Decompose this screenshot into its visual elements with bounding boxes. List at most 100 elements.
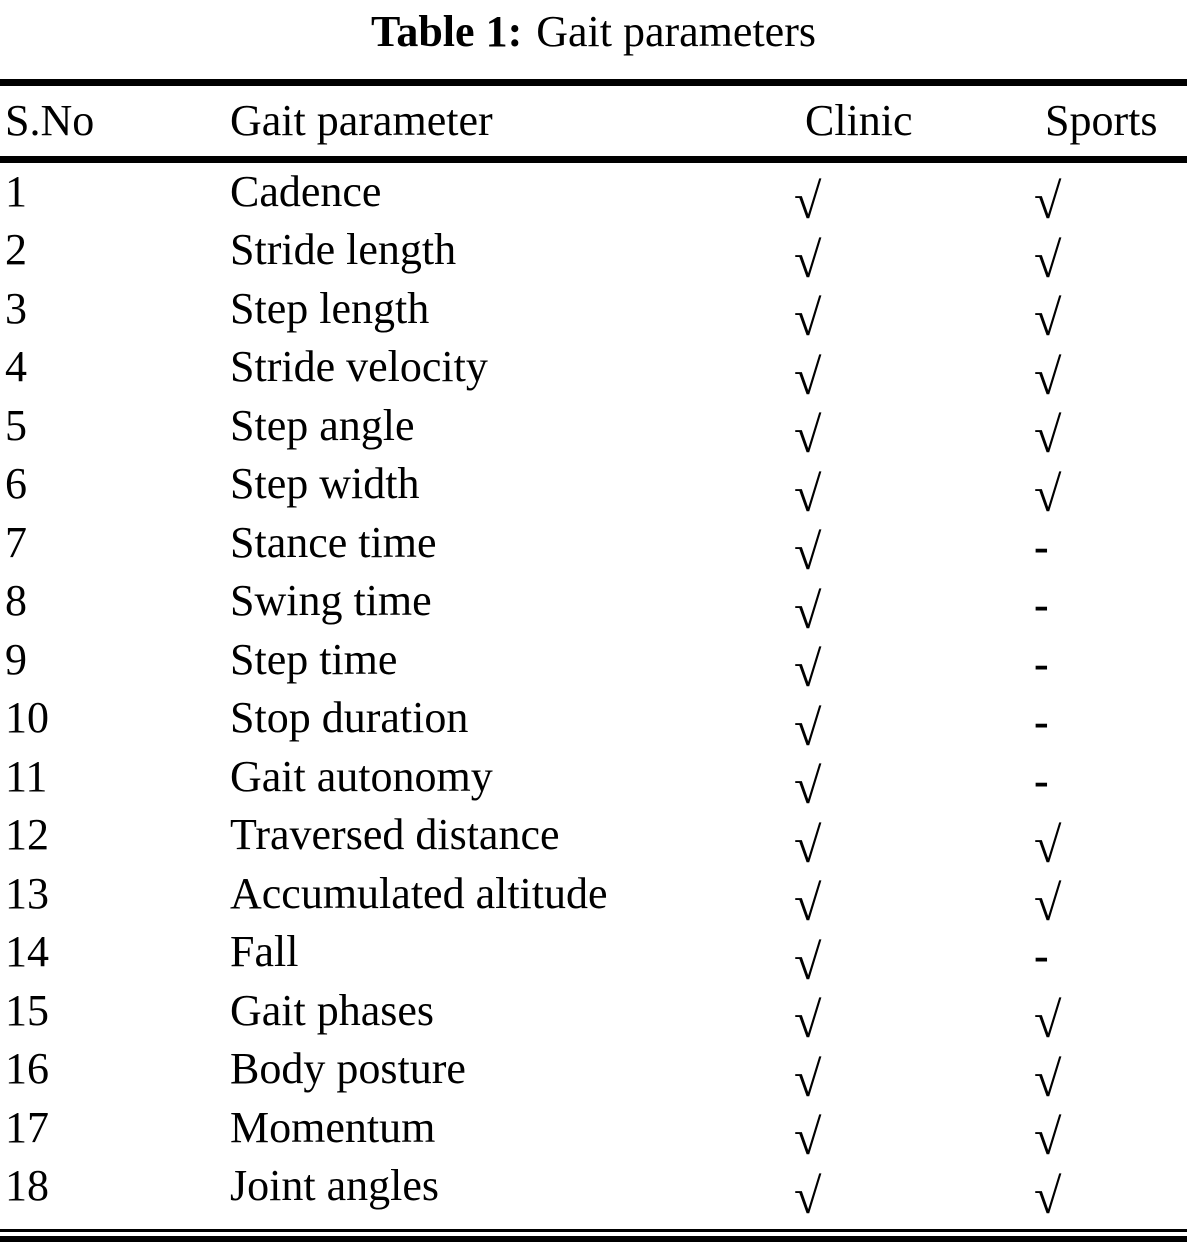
check-mark-icon: √ [794, 465, 822, 522]
sports-mark-cell: √ [1030, 283, 1187, 343]
parameter-cell: Gait phases [230, 985, 435, 1035]
table-top-rule [0, 78, 1187, 86]
column-header-sports: Sports [1045, 95, 1158, 145]
sports-mark-cell: √ [1030, 342, 1187, 402]
check-mark-icon: √ [794, 641, 822, 698]
sports-mark-cell: √ [1030, 985, 1187, 1045]
clinic-mark-cell: √ [790, 225, 1030, 285]
sports-mark-cell: √ [1030, 1044, 1187, 1104]
check-mark-icon: √ [794, 173, 822, 230]
table-row: 16 Body posture √ √ [0, 1040, 1187, 1104]
parameter-cell: Stride length [230, 225, 457, 275]
table-row: 1 Cadence √ √ [0, 163, 1187, 226]
check-mark-icon: √ [794, 1050, 822, 1107]
check-mark-icon: √ [1034, 465, 1062, 522]
table-row: 5 Step angle √ √ [0, 397, 1187, 460]
sports-mark-cell: √ [1030, 225, 1187, 285]
row-number-cell: 9 [5, 634, 27, 684]
check-mark-icon: √ [794, 875, 822, 932]
parameter-cell: Fall [230, 927, 299, 977]
row-number-cell: 13 [5, 868, 49, 918]
row-number-cell: 16 [5, 1044, 49, 1094]
parameter-cell: Stop duration [230, 693, 469, 743]
table-row: 10 Stop duration √ - [0, 689, 1187, 753]
clinic-mark-cell: √ [790, 342, 1030, 402]
sports-mark-cell: √ [1030, 810, 1187, 870]
check-mark-icon: √ [794, 758, 822, 815]
parameter-cell: Body posture [230, 1044, 466, 1094]
table-row: 8 Swing time √ - [0, 572, 1187, 636]
table-row: 15 Gait phases √ √ [0, 982, 1187, 1045]
row-number-cell: 10 [5, 693, 49, 743]
check-mark-icon: √ [1034, 816, 1062, 873]
table-row: 11 Gait autonomy √ - [0, 748, 1187, 811]
clinic-mark-cell: √ [790, 927, 1030, 987]
row-number-cell: 18 [5, 1161, 49, 1211]
row-number-cell: 7 [5, 517, 27, 567]
column-header-gait-parameter: Gait parameter [230, 95, 493, 145]
check-mark-icon: √ [794, 933, 822, 990]
check-mark-icon: √ [794, 992, 822, 1049]
sports-mark-cell: √ [1030, 1161, 1187, 1221]
row-number-cell: 15 [5, 985, 49, 1035]
table-row: 2 Stride length √ √ [0, 221, 1187, 285]
row-number-cell: 2 [5, 225, 27, 275]
table-caption-title: Gait parameters [536, 7, 816, 56]
row-number-cell: 3 [5, 283, 27, 333]
table-row: 4 Stride velocity √ √ [0, 338, 1187, 402]
clinic-mark-cell: √ [790, 517, 1030, 577]
sports-mark-cell: √ [1030, 166, 1187, 226]
table-bottom-rule-thin [0, 1228, 1187, 1232]
clinic-mark-cell: √ [790, 985, 1030, 1045]
check-mark-icon: √ [794, 290, 822, 347]
row-number-cell: 5 [5, 400, 27, 450]
sports-mark-cell: - [1030, 929, 1187, 981]
table-row: 13 Accumulated altitude √ √ [0, 865, 1187, 928]
check-mark-icon: √ [1034, 290, 1062, 347]
row-number-cell: 4 [5, 342, 27, 392]
column-header-clinic: Clinic [805, 95, 913, 145]
parameter-cell: Stance time [230, 517, 437, 567]
check-mark-icon: √ [1034, 173, 1062, 230]
parameter-cell: Swing time [230, 576, 432, 626]
row-number-cell: 8 [5, 576, 27, 626]
clinic-mark-cell: √ [790, 868, 1030, 928]
sports-mark-cell: - [1030, 637, 1187, 685]
check-mark-icon: √ [1034, 348, 1062, 405]
table-bottom-rule-thick [0, 1235, 1187, 1242]
sports-mark-cell: √ [1030, 1102, 1187, 1162]
check-mark-icon: √ [794, 699, 822, 756]
parameter-cell: Stride velocity [230, 342, 488, 392]
dash-mark: - [1034, 697, 1049, 747]
clinic-mark-cell: √ [790, 634, 1030, 694]
sports-mark-cell: - [1030, 695, 1187, 747]
table-row: 3 Step length √ √ [0, 280, 1187, 343]
row-number-cell: 6 [5, 459, 27, 509]
row-number-cell: 11 [5, 751, 48, 801]
sports-mark-cell: - [1030, 754, 1187, 805]
sports-mark-cell: - [1030, 578, 1187, 627]
sports-mark-cell: √ [1030, 459, 1187, 519]
parameter-cell: Gait autonomy [230, 751, 493, 801]
table-row: 14 Fall √ - [0, 923, 1187, 987]
clinic-mark-cell: √ [790, 166, 1030, 226]
clinic-mark-cell: √ [790, 1161, 1030, 1221]
table-header-rule [0, 155, 1187, 163]
table-body: 1 Cadence √ √ 2 Stride length √ √ 3 Step… [0, 163, 1187, 1221]
check-mark-icon: √ [1034, 1109, 1062, 1166]
parameter-cell: Step angle [230, 400, 415, 450]
dash-mark: - [1034, 755, 1049, 805]
parameter-cell: Traversed distance [230, 810, 560, 860]
clinic-mark-cell: √ [790, 576, 1030, 636]
row-number-cell: 14 [5, 927, 49, 977]
check-mark-icon: √ [1034, 231, 1062, 288]
sports-mark-cell: √ [1030, 400, 1187, 460]
parameter-cell: Step time [230, 634, 398, 684]
row-number-cell: 12 [5, 810, 49, 860]
clinic-mark-cell: √ [790, 693, 1030, 753]
table-row: 7 Stance time √ - [0, 514, 1187, 577]
dash-mark: - [1034, 931, 1049, 981]
parameter-cell: Momentum [230, 1102, 436, 1152]
table-row: 17 Momentum √ √ [0, 1099, 1187, 1162]
